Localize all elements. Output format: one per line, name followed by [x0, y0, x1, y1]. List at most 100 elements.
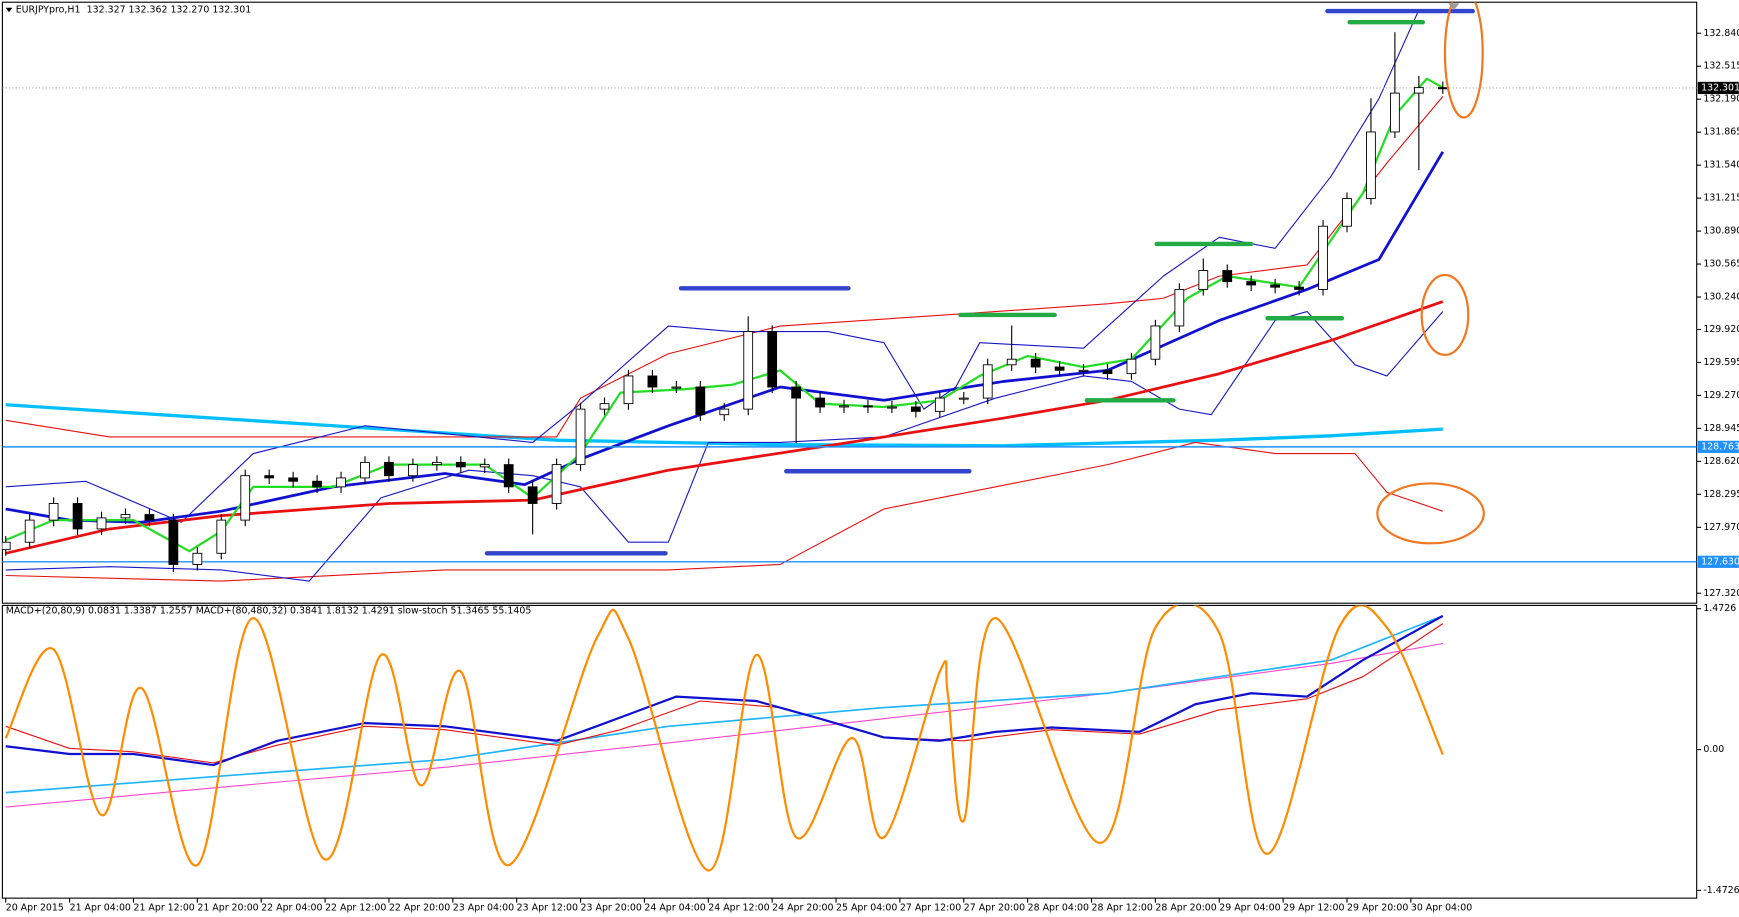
- x-tick-label: 28 Apr 12:00: [1092, 903, 1153, 914]
- candle-body: [168, 519, 179, 565]
- x-tick-label: 28 Apr 20:00: [1155, 903, 1216, 914]
- candle-body: [1246, 281, 1257, 286]
- y-tick-label: 132.840: [1703, 28, 1739, 39]
- candle-body: [360, 461, 370, 479]
- indicator-line: [5, 642, 1443, 808]
- candle-body: [599, 403, 610, 410]
- indicator-panel: [1, 604, 1698, 899]
- x-tick-label: 27 Apr 20:00: [964, 903, 1025, 914]
- y-tick-label: 129.920: [1703, 324, 1739, 335]
- y-tick-label: 130.565: [1703, 259, 1739, 270]
- y-tick-label: -1.4726: [1703, 885, 1739, 896]
- candle-body: [216, 519, 227, 554]
- candle-body: [431, 461, 442, 466]
- candle-body: [1390, 92, 1400, 133]
- price-label: 132.301: [1701, 82, 1739, 93]
- x-tick-label: 23 Apr 12:00: [517, 903, 578, 914]
- candle-body: [934, 397, 945, 412]
- candle-body: [72, 503, 83, 530]
- candle-body: [575, 408, 586, 466]
- candle-body: [695, 386, 706, 416]
- candle-body: [1126, 358, 1137, 375]
- candle-body: [982, 364, 993, 399]
- indicator-plot: [4, 605, 1444, 872]
- x-tick-label: 23 Apr 04:00: [453, 903, 514, 914]
- x-tick-label: 29 Apr 20:00: [1347, 903, 1408, 914]
- main-panel: [1, 1, 1698, 604]
- ohlc-label: 132.327 132.362 132.270 132.301: [87, 4, 252, 15]
- candle-body: [288, 477, 299, 482]
- y-tick-label: 130.890: [1703, 226, 1739, 237]
- y-tick-label: 128.295: [1703, 489, 1739, 500]
- drawings: [484, 2, 1485, 556]
- menu-arrow: [5, 7, 13, 13]
- shift-marker: [1448, 3, 1460, 10]
- candle-body: [2, 541, 11, 551]
- indicator-line: [5, 403, 1443, 448]
- price-label-box: [1697, 555, 1739, 568]
- candle-body: [1078, 369, 1089, 372]
- candle-body: [887, 406, 897, 409]
- candle-body: [1030, 358, 1041, 368]
- indicator-line: [5, 441, 1443, 582]
- candle-body: [120, 514, 131, 519]
- candle-body: [1150, 325, 1161, 360]
- indicator-line: [5, 623, 1444, 764]
- y-tick-label: 128.945: [1703, 423, 1739, 434]
- y-tick-label: 127.970: [1703, 522, 1739, 533]
- candle-body: [336, 477, 346, 488]
- price-label: 127.630: [1701, 556, 1739, 567]
- axes: 132.840 132.515 132.190 131.865 131.540 131.2…: [5, 28, 1739, 914]
- candle-body: [815, 397, 825, 408]
- x-tick-label: 22 Apr 20:00: [389, 903, 450, 914]
- x-tick-label: 21 Apr 20:00: [197, 903, 258, 914]
- y-tick-label: 130.240: [1703, 292, 1739, 303]
- candle-body: [1198, 270, 1209, 290]
- candle-body: [96, 517, 107, 530]
- candle-body: [455, 461, 466, 468]
- candle-body: [503, 464, 514, 488]
- y-tick-label: 128.620: [1703, 456, 1739, 467]
- candle-body: [1006, 358, 1017, 366]
- candle-body: [1413, 87, 1424, 94]
- candle-body: [264, 475, 275, 479]
- price-label-box: [1697, 440, 1739, 453]
- candle-body: [1318, 225, 1328, 290]
- x-tick-label: 28 Apr 04:00: [1028, 903, 1089, 914]
- candle-body: [192, 552, 203, 565]
- candle-body: [1366, 131, 1376, 199]
- x-tick-label: 29 Apr 04:00: [1219, 903, 1280, 914]
- indicator-line: [5, 300, 1444, 555]
- x-tick-label: 30 Apr 04:00: [1411, 903, 1472, 914]
- drawn-ellipse: [1443, 2, 1484, 119]
- x-tick-label: 24 Apr 20:00: [772, 903, 833, 914]
- indicator-line: [5, 96, 1444, 438]
- indicator-line: [4, 605, 1444, 872]
- candle-body: [647, 375, 658, 388]
- y-tick-label: 131.540: [1703, 160, 1739, 171]
- candle-body: [958, 397, 969, 400]
- x-tick-label: 27 Apr 12:00: [900, 903, 961, 914]
- x-tick-label: 22 Apr 12:00: [325, 903, 386, 914]
- y-tick-label: 131.865: [1703, 127, 1739, 138]
- candle-body: [719, 408, 730, 416]
- candle-body: [839, 405, 849, 408]
- y-tick-label: 129.270: [1703, 390, 1739, 401]
- y-tick-label: 132.515: [1703, 61, 1739, 72]
- x-tick-label: 29 Apr 12:00: [1283, 903, 1344, 914]
- candle-body: [767, 331, 778, 388]
- candle-body: [1342, 198, 1352, 227]
- candle-body: [312, 480, 322, 488]
- x-tick-label: 24 Apr 12:00: [708, 903, 769, 914]
- candle-body: [551, 464, 562, 504]
- x-tick-label: 21 Apr 12:00: [133, 903, 194, 914]
- candle-body: [1174, 288, 1185, 327]
- drawn-ellipse: [1420, 273, 1470, 356]
- indicator-line: [5, 615, 1444, 794]
- x-tick-label: 25 Apr 04:00: [836, 903, 897, 914]
- candle-body: [1102, 369, 1113, 375]
- candle-body: [384, 461, 394, 477]
- x-tick-label: 20 Apr 2015: [6, 903, 64, 914]
